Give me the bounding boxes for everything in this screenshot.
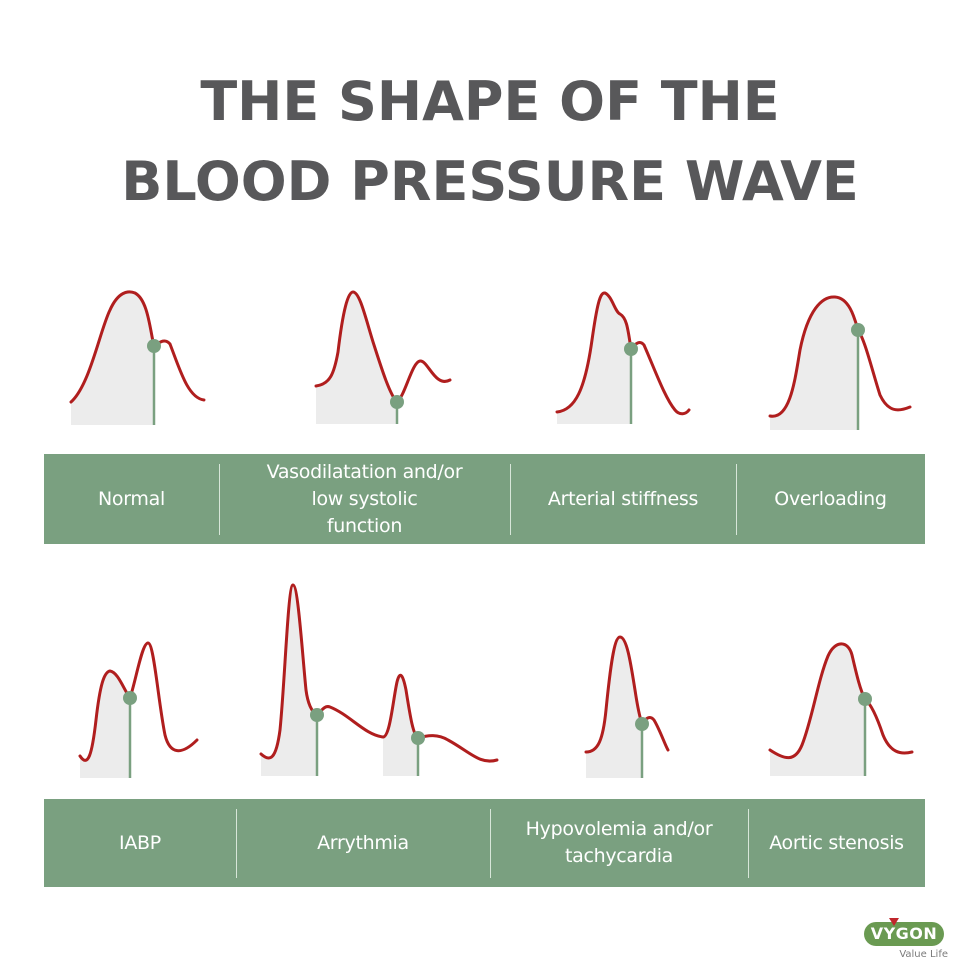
wave-iabp [78, 641, 199, 778]
label-vasodilatation: Vasodilatation and/or low systolic funct… [219, 454, 510, 544]
label-aortic-stenosis: Aortic stenosis [748, 799, 925, 887]
logo-triangle-icon [889, 918, 899, 926]
label-band-row-2: IABP Arrythmia Hypovolemia and/or tachyc… [44, 799, 925, 887]
label-iabp: IABP [119, 831, 161, 854]
label-normal: Normal [98, 487, 165, 510]
vygon-logo: VYGON Value Life [864, 918, 948, 960]
label-arterial-stiffness: Arterial stiffness [510, 454, 736, 544]
logo-tagline: Value Life [899, 949, 948, 960]
label-hypovolemia: Hypovolemia and/or tachycardia [490, 799, 748, 887]
wave-normal [69, 290, 206, 425]
wave-hypovolemia [584, 635, 670, 778]
label-arrythmia: Arrythmia [236, 799, 490, 887]
wave-aortic-stenosis [768, 642, 914, 776]
wave-vasodilatation [314, 290, 452, 424]
wave-overloading [768, 295, 912, 430]
label-band-row-1: Normal Vasodilatation and/or low systoli… [44, 454, 925, 544]
title-line-2: BLOOD PRESSURE WAVE [121, 150, 859, 213]
label-overloading: Overloading [736, 454, 925, 544]
wave-arrythmia [259, 583, 499, 776]
page-title: THE SHAPE OF THE BLOOD PRESSURE WAVE [0, 62, 980, 222]
wave-arterial-stiffness [555, 291, 691, 424]
title-line-1: THE SHAPE OF THE [200, 70, 780, 133]
logo-pill: VYGON [864, 918, 944, 946]
